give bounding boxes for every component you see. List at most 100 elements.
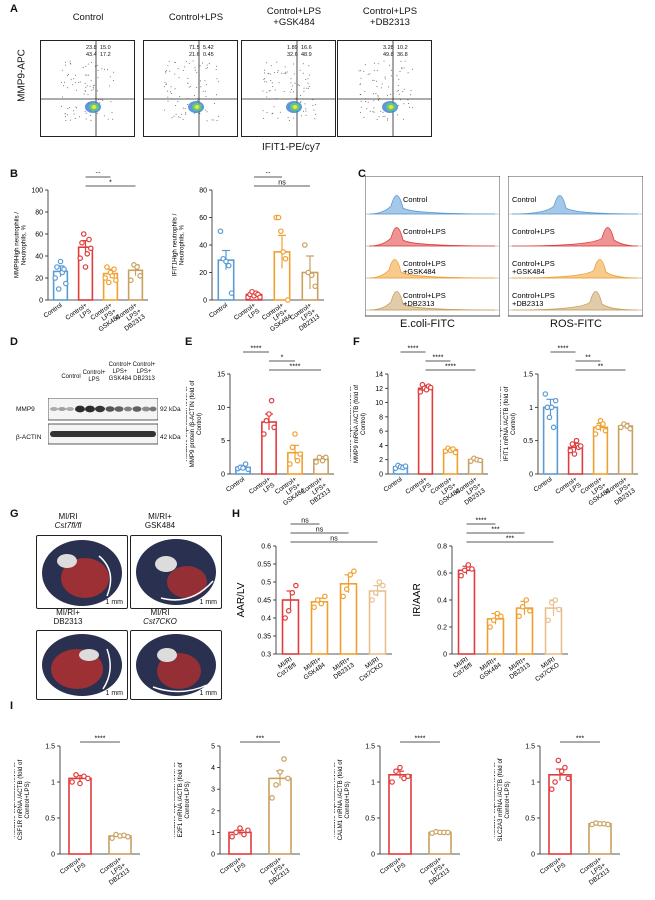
facs-event-dot: [293, 63, 294, 65]
significance-label: ****: [433, 355, 444, 362]
facs-event-dot: [293, 117, 295, 119]
facs-title-3: Control+LPS +GSK484: [266, 6, 322, 28]
facs-event-dot: [307, 82, 309, 84]
y-tick-label: 0.2: [437, 625, 447, 632]
data-point: [600, 421, 606, 427]
heart-title-2-line2: GSK484: [144, 521, 176, 530]
data-point: [263, 417, 270, 424]
facs-scatter-3: [242, 41, 335, 136]
data-point: [351, 568, 357, 575]
facs-event-dot: [167, 100, 169, 102]
y-axis-label-line: MMP9 protein /β-ACTIN (fold of: [189, 380, 196, 467]
facs-event-dot: [412, 68, 413, 70]
facs-event-dot: [193, 112, 195, 114]
data-point: [550, 424, 557, 431]
x-category-label-1: Control: [208, 302, 230, 320]
chart-ifit1-mrna: 0 0.5 1 1.5 Relative expression level ofIFIT…: [500, 346, 638, 507]
x-category-label-4: MI/RICst7CKO: [354, 656, 385, 683]
data-point: [452, 449, 459, 456]
facs-event-dot: [188, 62, 190, 64]
facs-event-dot: [89, 85, 91, 87]
data-point: [465, 562, 472, 568]
data-point: [555, 757, 562, 764]
facs-events: [262, 61, 316, 121]
facs-event-dot: [167, 65, 169, 67]
data-point: [111, 266, 117, 273]
facs-event-dot: [285, 73, 287, 75]
facs-event-dot: [70, 63, 72, 65]
data-point: [369, 597, 375, 603]
facs-event-dot: [206, 111, 208, 113]
facs-event-dot: [272, 86, 274, 88]
data-point: [266, 411, 272, 417]
blot-lane-2: Control+ LPS: [82, 370, 106, 383]
y-tick-label: 80: [199, 188, 207, 195]
facs-event-dot: [187, 78, 189, 79]
significance-label: ns: [278, 180, 286, 187]
y-tick-label: 1.5: [45, 744, 55, 751]
y-axis-label: Relative expression level ofMMP9 protein…: [186, 380, 203, 467]
data-point: [343, 586, 350, 593]
hist-track-label-2: Control+LPS: [403, 227, 446, 236]
panel-label-g: G: [10, 508, 19, 520]
facs-event-dot: [284, 66, 286, 68]
x-category-label-1: Control: [42, 302, 64, 320]
facs-event-dot: [273, 106, 275, 108]
facs-event-dot: [410, 94, 411, 96]
facs-event-dot: [373, 107, 375, 109]
x-category-label-2: MI/RI+GSK484: [298, 656, 326, 682]
facs-event-dot: [68, 73, 69, 75]
hist-curve-4: [511, 291, 639, 311]
facs-event-dot: [276, 61, 278, 63]
heart-title-3: MI/RI+ DB2313: [38, 608, 98, 626]
x-category-label-2: Control+LPS: [404, 476, 433, 502]
facs-event-dot: [164, 86, 165, 88]
data-point: [269, 795, 275, 801]
facs-quadrant-q_lr: 0.45: [203, 52, 214, 58]
facs-event-dot: [175, 113, 177, 115]
facs-event-dot: [379, 97, 381, 99]
facs-event-dot: [377, 99, 379, 101]
x-category-label-1: Control: [225, 476, 247, 494]
y-axis-label: MMP9High neutrophils /Neutrophils, %: [14, 212, 28, 278]
y-tick-label: 5: [211, 744, 215, 751]
y-tick-label: 1: [529, 405, 533, 412]
facs-event-dot: [205, 96, 207, 98]
heart-title-4-line2: Cst7CKO: [143, 617, 177, 626]
data-point: [389, 779, 395, 785]
y-tick-label: 10: [375, 400, 383, 407]
facs-event-dot: [398, 93, 400, 95]
facs-title-4: Control+LPS +DB2313: [362, 6, 418, 28]
data-point: [134, 264, 140, 270]
facs-event-dot: [75, 82, 77, 84]
y-tick-label: 0: [379, 472, 383, 479]
facs-event-dot: [314, 104, 316, 106]
data-point: [245, 827, 251, 834]
heart-title-2: MI/RI+ GSK484: [130, 512, 190, 530]
facs-event-dot: [205, 68, 207, 70]
facs-event-dot: [166, 70, 167, 72]
data-point: [284, 297, 291, 303]
hist-track-label-line: +GSK484: [512, 267, 545, 276]
hist-track-label-4: Control+LPS +DB2313: [403, 291, 446, 308]
data-point: [273, 782, 279, 788]
y-axis-label-line: CSF1R mRNA /ACTB (fold of: [17, 759, 24, 840]
facs-event-dot: [387, 119, 389, 121]
facs-scatter-2: [144, 41, 237, 136]
data-point: [592, 431, 599, 437]
x-category-label-line: Control: [42, 302, 64, 320]
data-point: [85, 775, 91, 782]
facs-event-dot: [182, 118, 184, 120]
facs-event-dot: [75, 117, 77, 119]
hist-track-label-line: Control: [403, 195, 428, 204]
significance-label: ns: [301, 518, 309, 525]
y-tick-label: 1.5: [523, 372, 533, 379]
x-category-label-4: MI/RICst7CKO: [530, 656, 561, 683]
hist-track-label-line: +GSK484: [403, 267, 436, 276]
data-point: [105, 279, 112, 286]
facs-event-dot: [91, 61, 92, 63]
facs-event-dot: [177, 101, 179, 102]
y-axis-label-line: Neutrophils, %: [179, 224, 186, 265]
western-blot-image: [48, 398, 158, 445]
facs-event-dot: [169, 70, 171, 72]
